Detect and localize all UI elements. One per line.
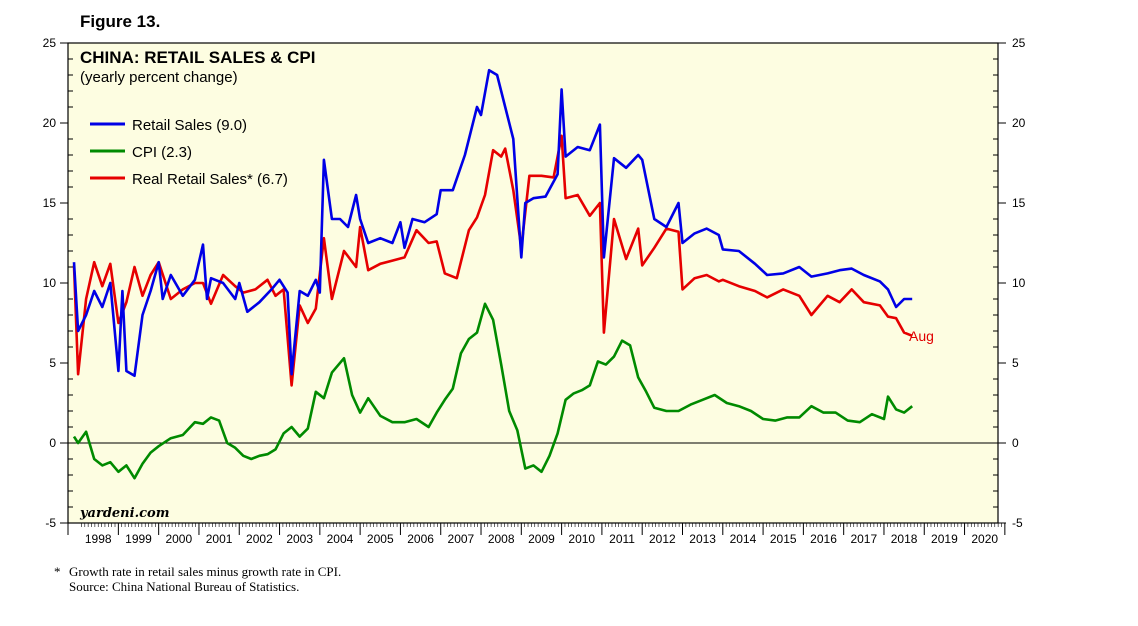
x-tick-label: 2003 <box>286 532 313 546</box>
x-tick-label: 2018 <box>891 532 918 546</box>
legend-label-real-retail-sales: Real Retail Sales* (6.7) <box>132 171 288 188</box>
footnote: * Growth rate in retail sales minus growt… <box>54 564 341 579</box>
y-tick-label-right: 25 <box>1012 36 1026 50</box>
x-tick-label: 2002 <box>246 532 273 546</box>
x-tick-label: 2007 <box>448 532 475 546</box>
figure-label: Figure 13. <box>80 12 161 31</box>
x-tick-label: 2013 <box>689 532 716 546</box>
y-tick-label-left: -5 <box>45 516 56 530</box>
x-tick-label: 2001 <box>206 532 233 546</box>
x-tick-label: 2000 <box>165 532 192 546</box>
x-tick-label: 2006 <box>407 532 434 546</box>
x-tick-label: 2012 <box>649 532 676 546</box>
y-tick-label-left: 15 <box>43 196 57 210</box>
y-tick-label-left: 25 <box>43 36 57 50</box>
chart-title: CHINA: RETAIL SALES & CPI <box>80 48 316 67</box>
x-tick-label: 2020 <box>971 532 998 546</box>
y-tick-label-right: 15 <box>1012 196 1026 210</box>
x-tick-label: 2019 <box>931 532 958 546</box>
x-axis: 1998 1999 2000 2001 2002 2003 2004 2005 2006 2007… <box>67 523 1006 546</box>
x-tick-label: 2016 <box>810 532 837 546</box>
y-tick-label-right: 5 <box>1012 356 1019 370</box>
watermark: yardeni.com <box>79 506 169 521</box>
y-tick-label-left: 5 <box>49 356 56 370</box>
y-tick-label-left: 20 <box>43 116 57 130</box>
chart: -5 0 5 10 15 20 25 -5 0 5 10 15 20 25 1998 1999 2000 20… <box>43 36 1026 546</box>
x-tick-label: 2014 <box>730 532 757 546</box>
x-tick-label: 2009 <box>528 532 555 546</box>
x-tick-label: 2008 <box>488 532 515 546</box>
x-tick-label: 1999 <box>125 532 152 546</box>
plot-background <box>67 42 999 524</box>
y-tick-label-right: 20 <box>1012 116 1026 130</box>
x-tick-label: 2010 <box>568 532 595 546</box>
series-line-2 <box>72 134 913 387</box>
y-tick-label-left: 0 <box>49 436 56 450</box>
y-axis-left: -5 0 5 10 15 20 25 <box>43 36 73 530</box>
y-tick-label-right: 10 <box>1012 276 1026 290</box>
x-tick-label: 2011 <box>609 532 635 546</box>
footnotes: * Growth rate in retail sales minus growt… <box>54 564 341 594</box>
series-layer <box>72 68 914 480</box>
series-line-0 <box>72 68 913 378</box>
x-tick-label: 2004 <box>327 532 354 546</box>
legend-label-retail-sales: Retail Sales (9.0) <box>132 117 247 134</box>
footnote-text: Growth rate in retail sales minus growth… <box>69 564 342 579</box>
x-tick-label: 2005 <box>367 532 394 546</box>
y-tick-label-right: 0 <box>1012 436 1019 450</box>
chart-subtitle: (yearly percent change) <box>80 69 238 86</box>
footnote-mark: * <box>54 564 61 579</box>
annotation-aug: Aug <box>909 328 934 344</box>
x-tick-label: 1998 <box>85 532 112 546</box>
series-line-1 <box>72 302 914 480</box>
x-tick-label: 2015 <box>770 532 797 546</box>
y-tick-label-left: 10 <box>43 276 57 290</box>
x-tick-label: 2017 <box>850 532 877 546</box>
y-tick-label-right: -5 <box>1012 516 1023 530</box>
legend-label-cpi: CPI (2.3) <box>132 144 192 161</box>
source-note: Source: China National Bureau of Statist… <box>69 579 300 594</box>
legend: Retail Sales (9.0) CPI (2.3) Real Retail… <box>90 117 288 188</box>
y-axis-right: -5 0 5 10 15 20 25 <box>993 36 1026 530</box>
